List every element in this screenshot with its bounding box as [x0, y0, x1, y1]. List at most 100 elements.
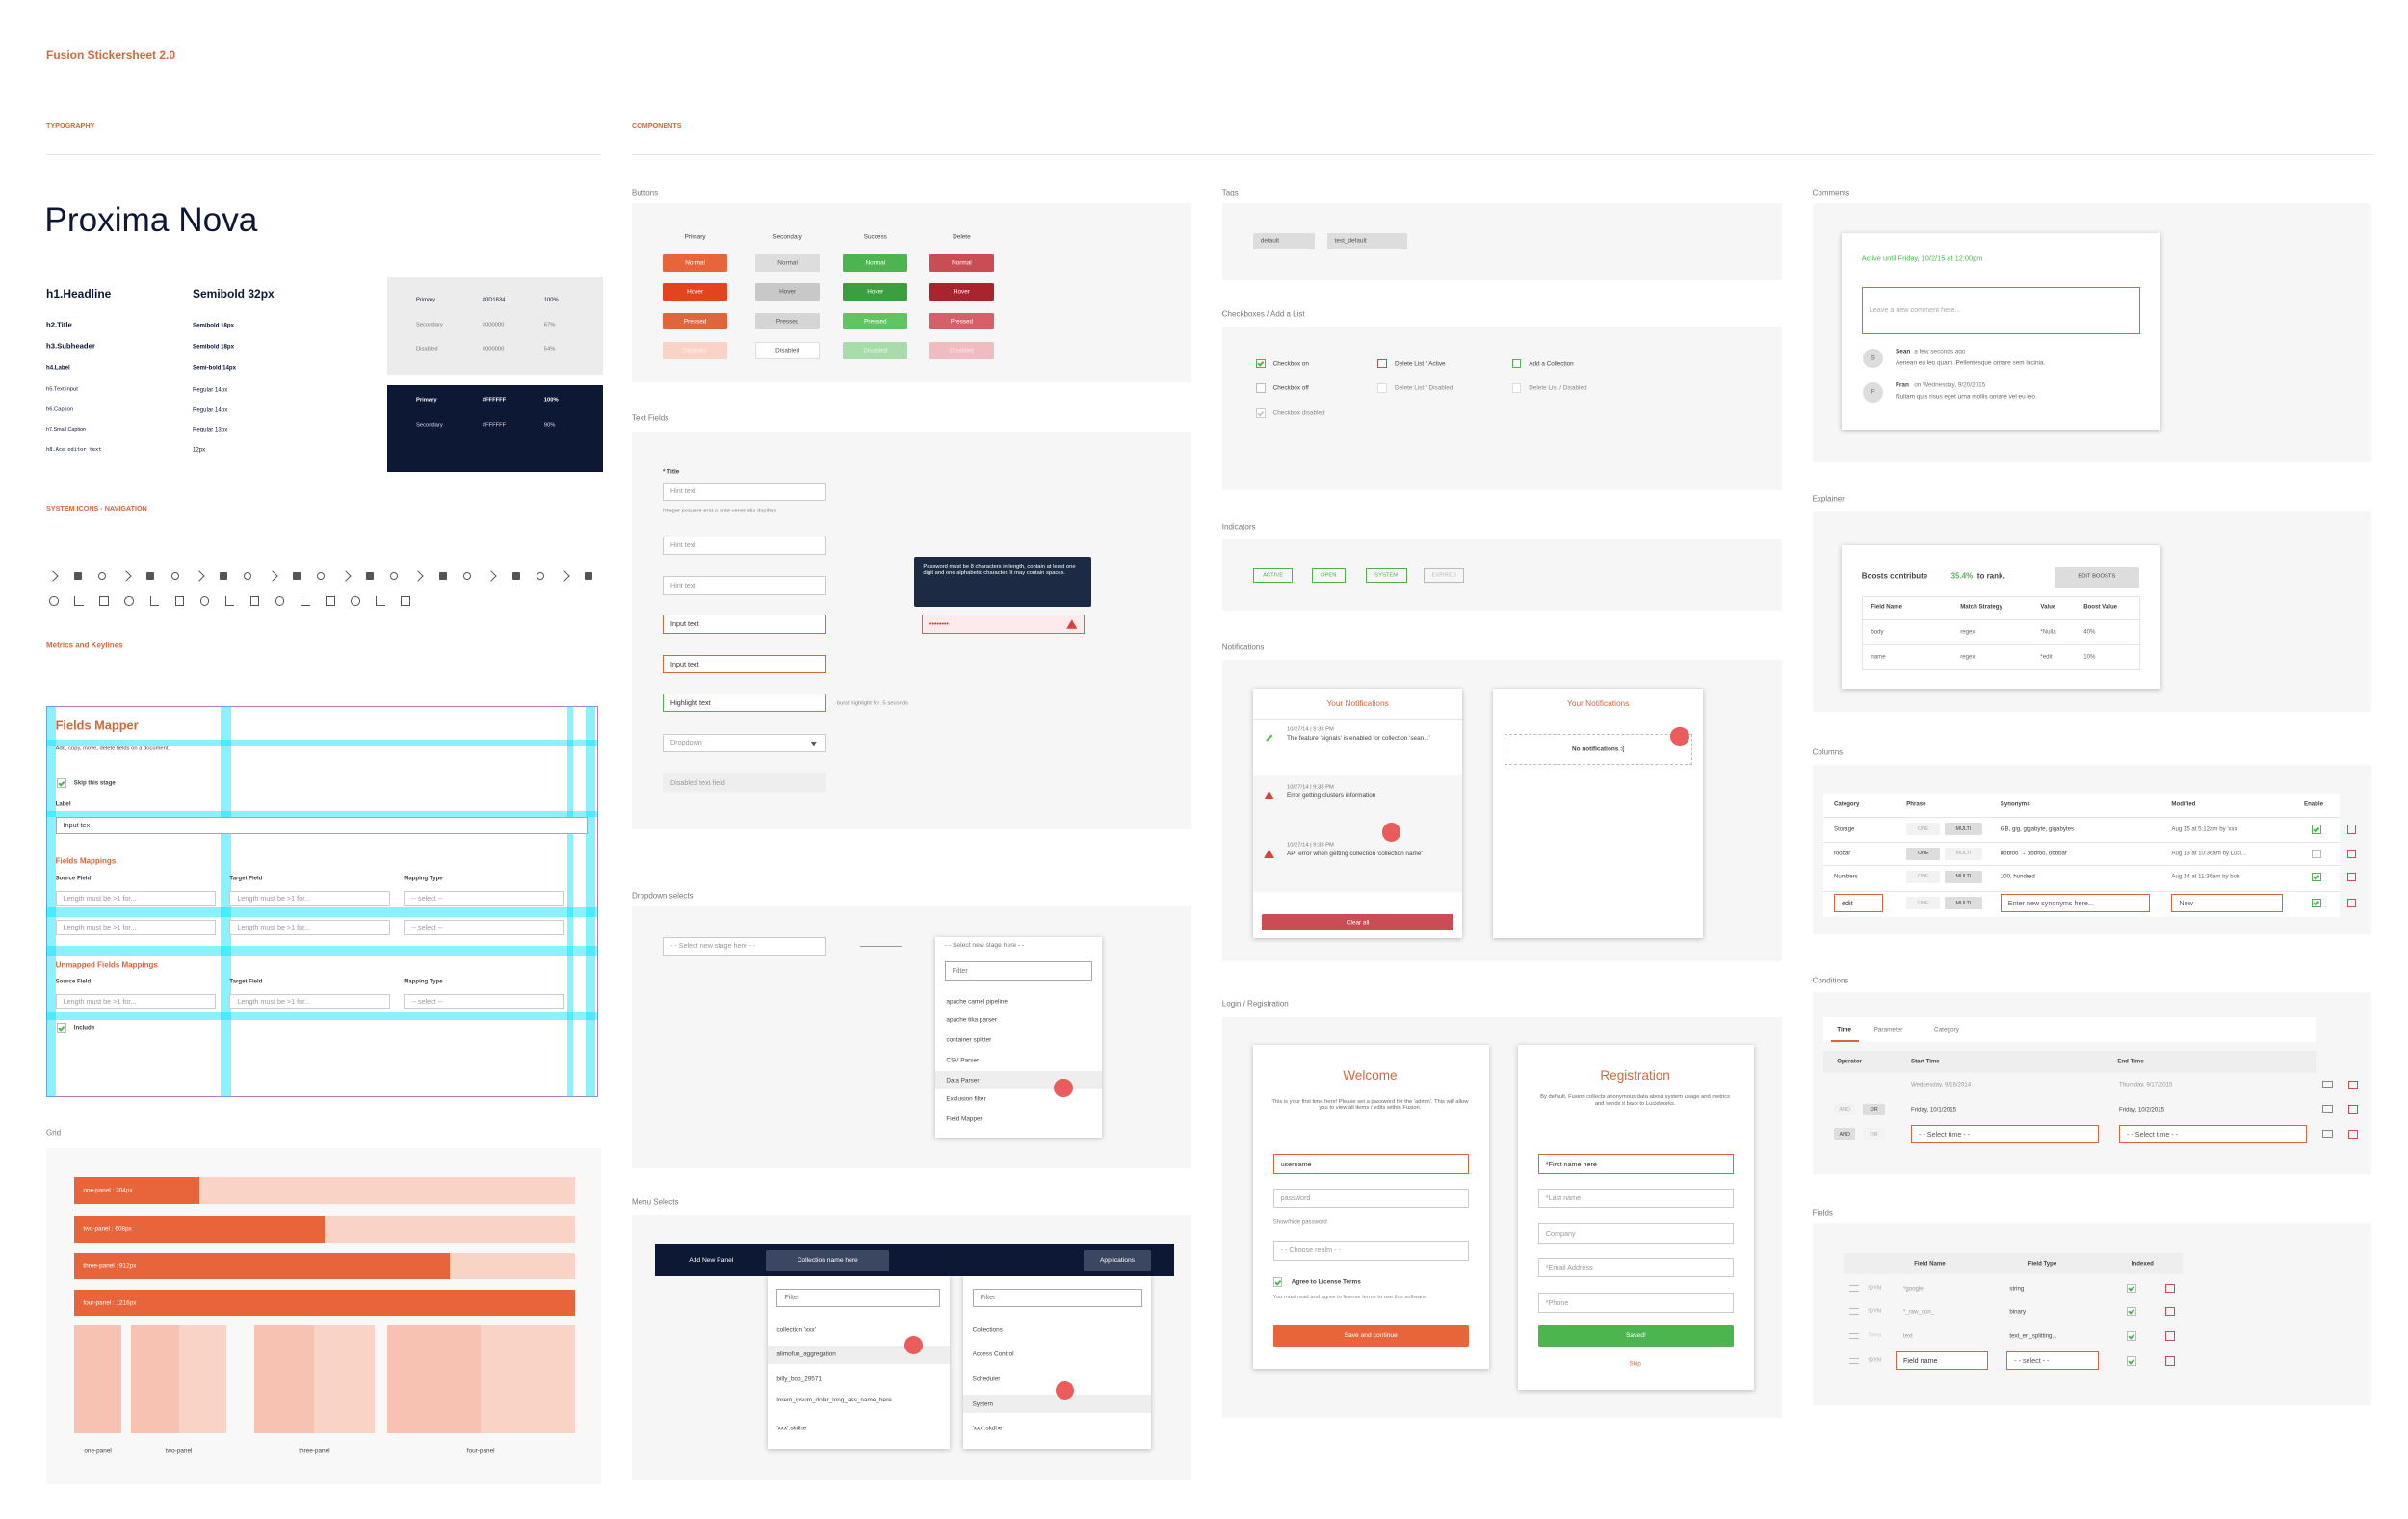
text-field[interactable] [2119, 1125, 2308, 1144]
option[interactable]: CSV Parser [946, 1057, 980, 1064]
option[interactable]: 'xxx'.skdhe [972, 1425, 1003, 1432]
text-field[interactable] [1272, 1154, 1469, 1175]
text-field[interactable] [1272, 1188, 1469, 1209]
text-field[interactable] [663, 733, 826, 752]
button[interactable] [843, 254, 908, 272]
button-label[interactable]: MULTI [1955, 900, 1972, 906]
button[interactable] [755, 254, 821, 272]
button[interactable] [929, 342, 994, 359]
checkbox[interactable] [57, 778, 66, 788]
field-text[interactable]: Enter new synonyms here... [2007, 898, 2094, 907]
field-text[interactable]: -- select -- [411, 996, 443, 1006]
button[interactable] [663, 342, 728, 359]
button-label[interactable]: ONE [1917, 825, 1929, 832]
field-text[interactable]: Leave a new comment here... [1869, 305, 1961, 315]
field-text[interactable]: - - Select time - - [1919, 1129, 1971, 1139]
option[interactable]: 'xxx'.skdhe [776, 1425, 807, 1432]
checkbox[interactable] [57, 1023, 66, 1033]
text-field[interactable] [663, 615, 826, 634]
field-text[interactable]: *First name here [1545, 1159, 1597, 1168]
field-text[interactable]: Highlight text [670, 697, 711, 707]
button[interactable] [663, 254, 728, 272]
button-label[interactable]: OR [1870, 1106, 1878, 1113]
option[interactable]: alimofun_aggregation [776, 1350, 836, 1358]
field-text[interactable]: Filter [952, 965, 968, 975]
field-text[interactable]: -- select -- [411, 923, 443, 932]
field-text[interactable]: Hint text [670, 580, 696, 589]
label[interactable]: Parameter [1873, 1026, 1903, 1034]
field-text[interactable]: username [1280, 1159, 1312, 1168]
field-text[interactable]: Disabled text field [670, 777, 725, 787]
button-label[interactable]: Disabled [683, 347, 708, 354]
button[interactable] [843, 342, 908, 359]
button-label[interactable]: MULTI [1955, 874, 1972, 880]
button[interactable] [2054, 566, 2139, 588]
button-label[interactable]: Normal [685, 259, 705, 267]
button-label[interactable]: Clear all [1346, 918, 1370, 926]
button[interactable] [1863, 1103, 1885, 1116]
field-text[interactable]: -- select -- [411, 893, 443, 903]
text-field[interactable] [55, 817, 588, 834]
field-text[interactable]: password [1280, 1192, 1311, 1202]
text-field[interactable] [663, 694, 826, 713]
text-field[interactable] [1537, 1293, 1734, 1314]
field-text[interactable]: Input tex [63, 820, 91, 829]
field-text[interactable]: Input text [670, 618, 699, 628]
button-label[interactable]: ONE [1917, 851, 1929, 857]
text-field[interactable] [229, 890, 390, 906]
option[interactable]: collection 'xxx' [776, 1326, 816, 1334]
text-field[interactable] [1834, 894, 1884, 913]
button[interactable] [755, 342, 821, 359]
checkbox[interactable] [2312, 825, 2321, 834]
text-field[interactable] [1911, 1125, 2100, 1144]
field-text[interactable]: - - Select new stage here - - [670, 941, 756, 951]
option[interactable]: apache tika parser [946, 1016, 997, 1024]
button[interactable] [929, 312, 994, 330]
option[interactable]: apache camel pipeline [946, 998, 1008, 1006]
button-label[interactable]: Hover [687, 288, 704, 296]
label[interactable]: Skip [1629, 1360, 1641, 1368]
text-field[interactable] [1537, 1154, 1734, 1175]
field-text[interactable]: Length must be >1 for... [63, 996, 137, 1006]
checkbox[interactable] [2127, 1283, 2136, 1294]
text-field[interactable] [2000, 894, 2150, 913]
text-field[interactable] [663, 773, 826, 793]
text-field[interactable] [229, 920, 390, 936]
text-field[interactable] [404, 920, 564, 936]
text-field[interactable] [663, 655, 826, 674]
option[interactable]: System [972, 1400, 993, 1407]
text-field[interactable] [229, 994, 390, 1009]
button[interactable] [663, 312, 728, 330]
button-label[interactable]: AND [1839, 1106, 1850, 1113]
button-label[interactable]: Applications [1099, 1256, 1136, 1264]
text-field[interactable] [404, 994, 564, 1009]
text-field[interactable] [972, 1288, 1142, 1307]
button-label[interactable]: Hover [867, 288, 884, 296]
option[interactable]: Exclusion filter [946, 1095, 986, 1103]
button[interactable] [843, 312, 908, 330]
text-field[interactable] [55, 920, 216, 936]
button-label[interactable]: Pressed [950, 317, 974, 325]
field-text[interactable]: Company [1545, 1228, 1576, 1238]
text-field[interactable] [921, 615, 1086, 634]
button[interactable] [1537, 1325, 1734, 1348]
button-label[interactable]: Normal [777, 259, 798, 267]
button[interactable] [755, 312, 821, 330]
option[interactable]: Collections [972, 1326, 1003, 1334]
button-label[interactable]: AND [1839, 1131, 1850, 1138]
button-label[interactable]: MULTI [1955, 825, 1972, 832]
text-field[interactable] [2006, 1351, 2100, 1371]
button[interactable] [929, 254, 994, 272]
field-text[interactable]: *Last name [1545, 1192, 1582, 1202]
field-text[interactable]: •••••••• [929, 618, 949, 628]
checkbox[interactable] [2127, 1306, 2136, 1317]
field-text[interactable]: edit [1842, 898, 1853, 907]
button-label[interactable]: Hover [779, 288, 797, 296]
field-text[interactable]: Field name [1903, 1355, 1938, 1365]
button[interactable] [1863, 1128, 1885, 1140]
button[interactable] [1083, 1249, 1152, 1271]
button-label[interactable]: Hover [953, 288, 970, 296]
button[interactable] [663, 283, 728, 301]
text-field[interactable] [2171, 894, 2283, 913]
text-field[interactable] [1861, 286, 2141, 335]
